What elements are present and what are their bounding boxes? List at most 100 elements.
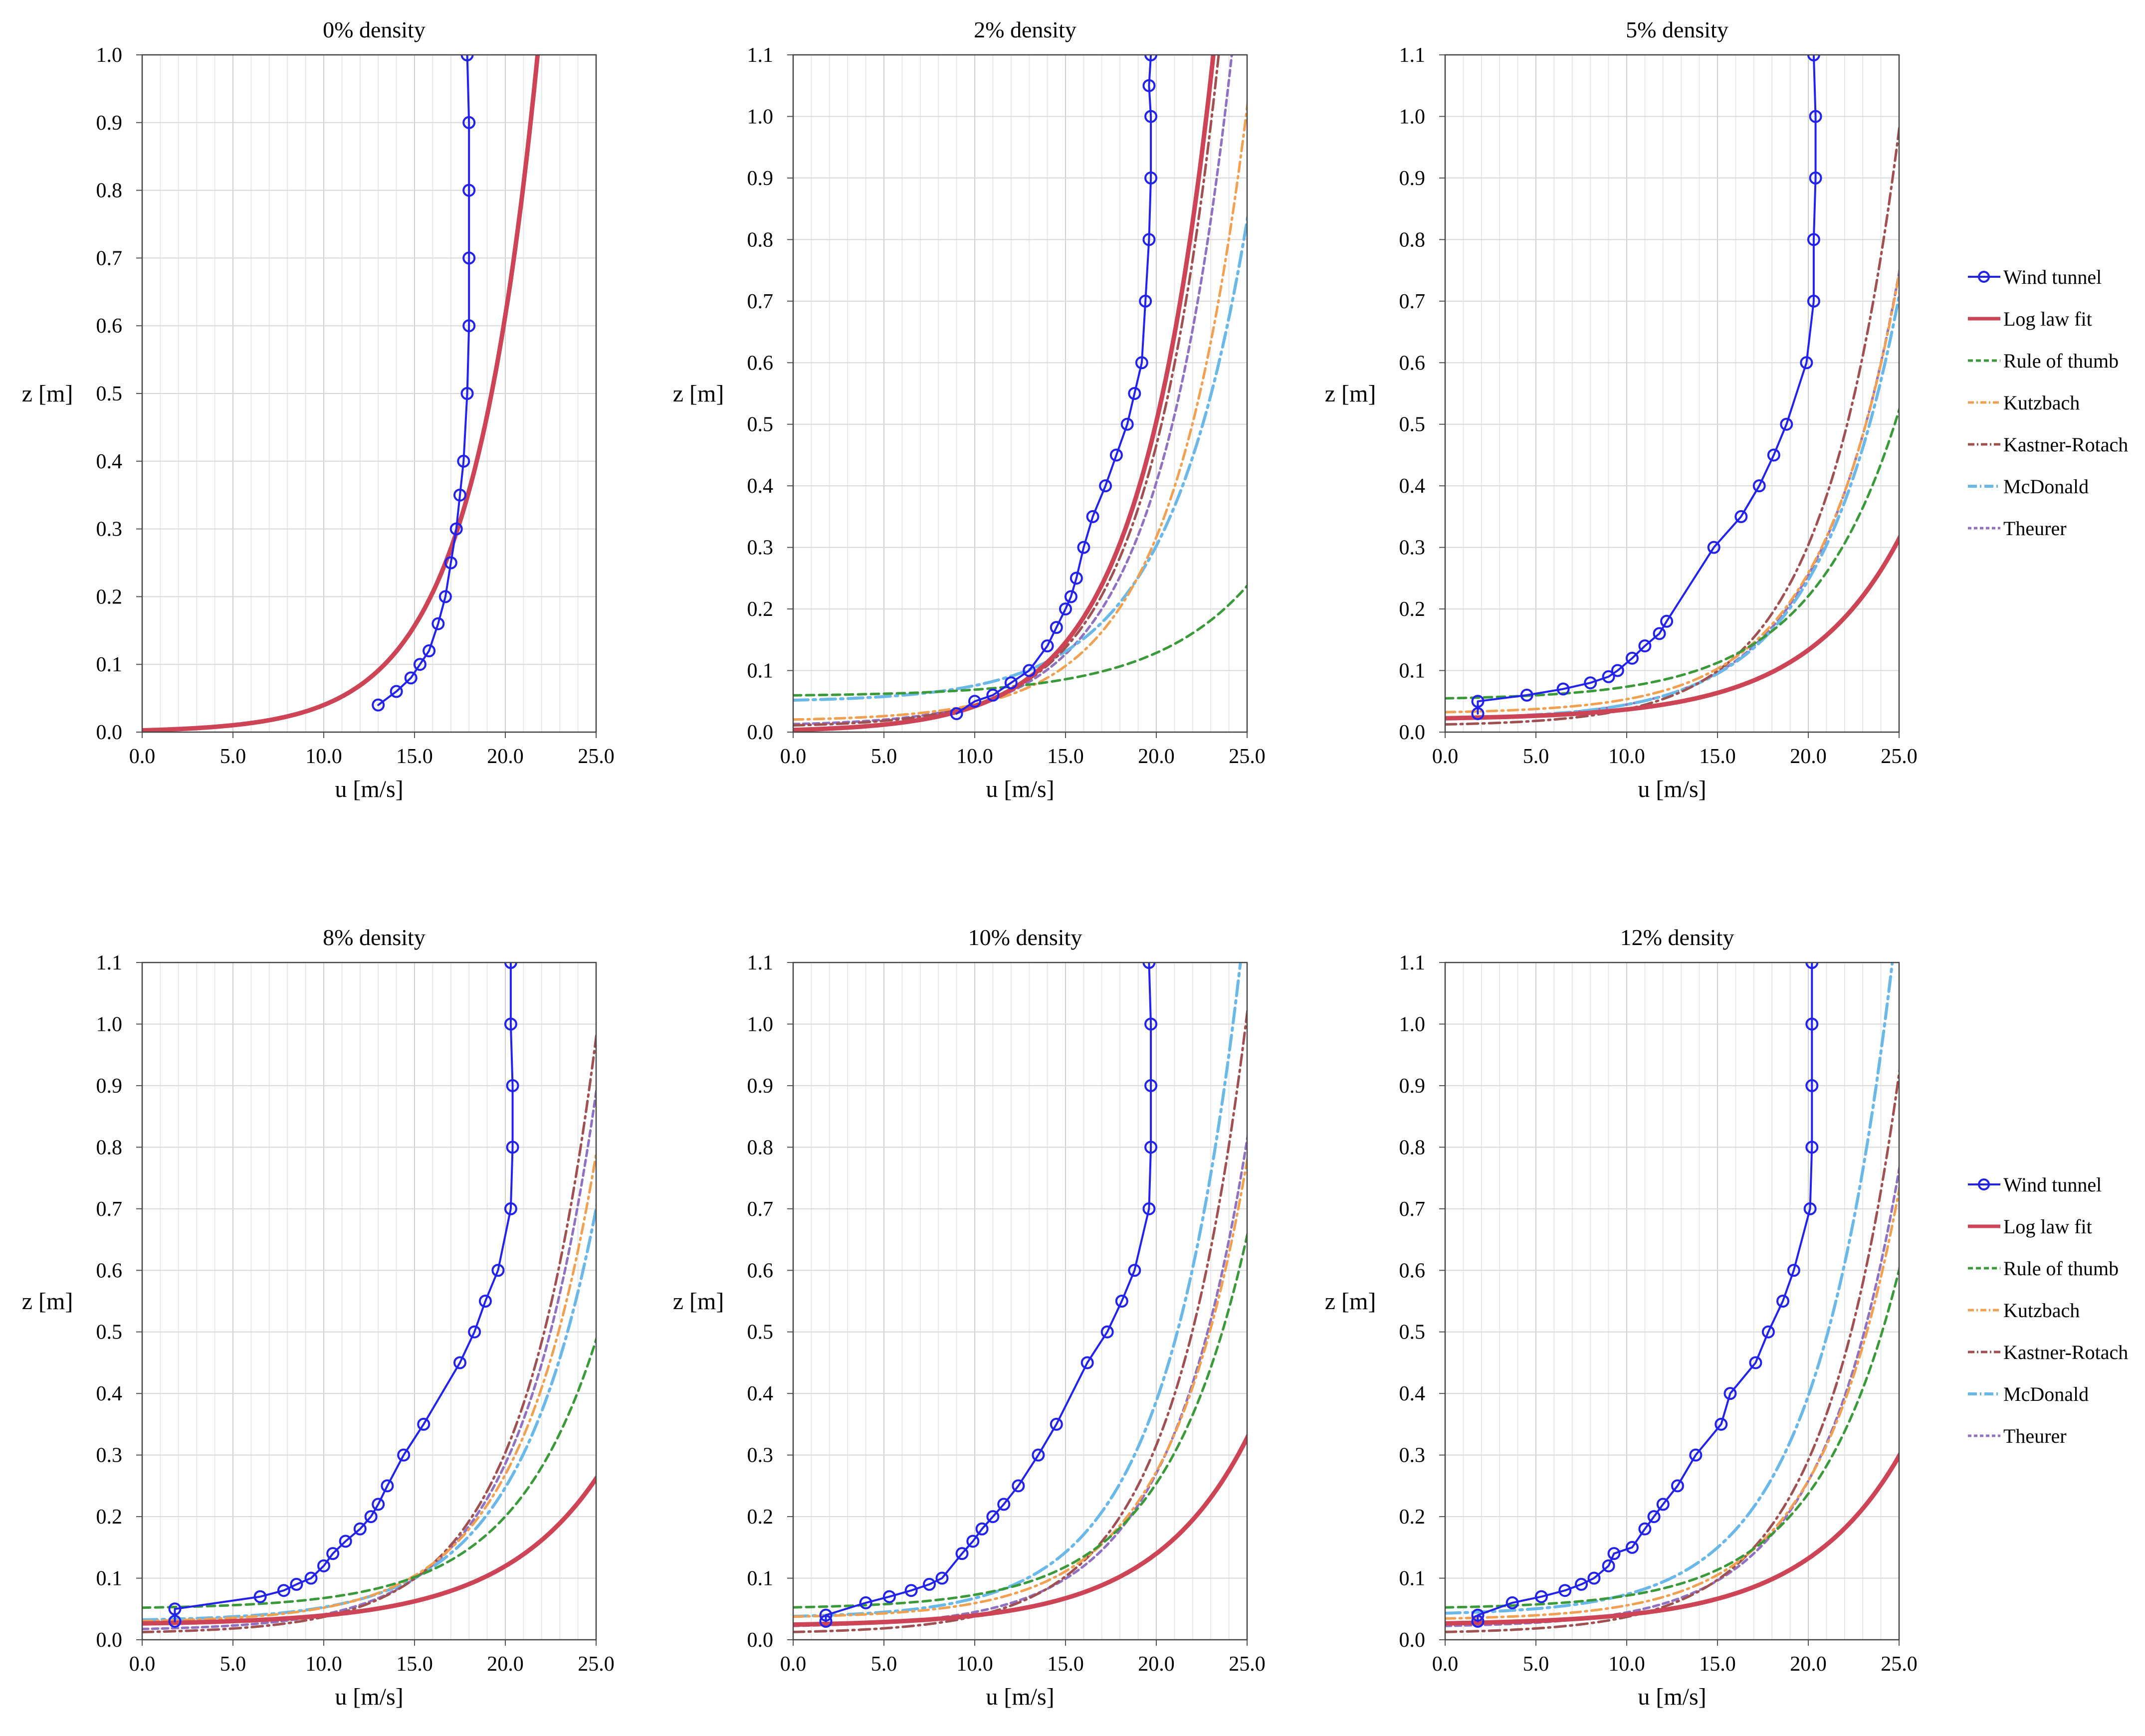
wind-tunnel-marker <box>1715 1417 1728 1431</box>
wind-tunnel-marker <box>1128 1264 1141 1277</box>
y-tick-label: 0.2 <box>1399 598 1426 621</box>
wind-tunnel-marker <box>277 1584 290 1597</box>
wind-tunnel-marker <box>1780 417 1793 431</box>
wind-tunnel-marker <box>1660 614 1674 628</box>
y-tick-label: 1.1 <box>1399 44 1426 67</box>
y-tick-label: 0.3 <box>1399 537 1426 560</box>
wind-tunnel-marker <box>1638 1522 1652 1536</box>
x-tick-label: 10.0 <box>1608 745 1645 768</box>
legend-item-mcd: McDonald <box>1968 1383 2089 1405</box>
wind-tunnel-marker <box>1656 1498 1670 1511</box>
wind-tunnel-marker <box>1120 417 1134 431</box>
panel-1: 0.0 5.0 10.0 15.0 20.0 25.0 0.0 0.1 0.2 0.3 0.4 0.5… <box>22 17 615 802</box>
series-line-kutzbach <box>1445 267 1899 714</box>
wind-tunnel-marker <box>1144 110 1158 123</box>
x-tick-label: 5.0 <box>220 1653 246 1676</box>
x-tick-label: 5.0 <box>871 745 897 768</box>
legend-item-log: Log law fit <box>1968 308 2092 330</box>
y-tick-label: 0.9 <box>96 112 123 135</box>
wind-tunnel-marker <box>1602 1559 1615 1572</box>
wind-tunnel-marker <box>1611 664 1624 677</box>
wind-tunnel-marker <box>1734 510 1748 523</box>
series-line-kastner-rotach <box>793 1003 1247 1633</box>
series-line-kutzbach <box>793 97 1247 721</box>
wind-tunnel-marker <box>986 688 1000 702</box>
series-line-rule-of-thumb <box>1445 405 1899 700</box>
wind-tunnel-marker <box>1807 55 1820 61</box>
y-tick-label: 1.1 <box>1399 952 1426 974</box>
wind-tunnel-marker <box>1100 1325 1114 1339</box>
wind-tunnel-marker <box>353 1522 367 1536</box>
wind-tunnel-marker <box>397 1448 411 1462</box>
series-line-kastner-rotach <box>793 55 1220 727</box>
legend-item-kast: Kastner-Rotach <box>1968 1341 2128 1363</box>
y-tick-label: 0.3 <box>96 518 123 541</box>
legend-label-rule: Rule of thumb <box>2003 1257 2119 1280</box>
wind-tunnel-marker <box>1558 1584 1572 1597</box>
series-line-wind-tunnel <box>825 963 1152 1622</box>
legend-item-log: Log law fit <box>1968 1215 2092 1238</box>
y-tick-label: 0.8 <box>96 180 123 202</box>
legend-marker-wind <box>1978 271 1990 283</box>
series-line-mcdonald <box>793 963 1242 1618</box>
wind-tunnel-marker <box>404 671 418 685</box>
wind-tunnel-marker <box>1023 664 1036 677</box>
y-tick-label: 0.3 <box>96 1444 123 1467</box>
wind-tunnel-marker <box>1625 651 1639 665</box>
series-group <box>1445 55 1899 726</box>
y-tick-label: 0.1 <box>1399 660 1426 683</box>
legend-item-kast: Kastner-Rotach <box>1968 433 2128 456</box>
wind-tunnel-marker <box>457 454 470 468</box>
wind-tunnel-marker <box>1086 510 1099 523</box>
legend-item-rule: Rule of thumb <box>1968 1257 2119 1280</box>
series-line-mcdonald <box>1445 288 1899 720</box>
series-line-wind-tunnel <box>1477 55 1817 715</box>
series-line-kutzbach <box>142 1147 596 1622</box>
wind-tunnel-marker <box>997 1498 1011 1511</box>
wind-tunnel-marker <box>168 1602 182 1616</box>
legend-label-theu: Theurer <box>2003 517 2067 540</box>
wind-tunnel-marker <box>1534 1590 1548 1603</box>
x-tick-label: 5.0 <box>220 745 246 768</box>
wind-tunnel-marker <box>1471 1608 1485 1622</box>
plot-frame <box>141 54 597 733</box>
wind-tunnel-marker <box>1638 639 1652 653</box>
x-tick-label: 25.0 <box>578 745 615 768</box>
x-tick-label: 0.0 <box>1432 745 1459 768</box>
wind-tunnel-marker <box>1144 1141 1158 1154</box>
y-tick-label: 0.7 <box>747 290 774 313</box>
wind-tunnel-marker <box>1142 233 1156 246</box>
wind-tunnel-marker <box>449 522 463 536</box>
wind-tunnel-marker <box>504 1202 517 1215</box>
legend-label-log: Log law fit <box>2003 308 2092 330</box>
wind-tunnel-marker <box>372 698 385 712</box>
y-tick-label: 0.9 <box>96 1075 123 1098</box>
x-tick-label: 15.0 <box>1699 745 1736 768</box>
panel-4: 0.0 5.0 10.0 15.0 20.0 25.0 0.0 0.1 0.2 0.3 0.4 0.5… <box>22 925 615 1710</box>
wind-tunnel-marker <box>1050 1417 1063 1431</box>
y-axis-label: z [m] <box>1325 381 1376 407</box>
series-line-kastner-rotach <box>1445 1064 1899 1633</box>
x-tick-label: 20.0 <box>487 1653 524 1676</box>
series-line-theurer <box>793 1132 1247 1627</box>
series-line-rule-of-thumb <box>142 1336 596 1609</box>
wind-tunnel-marker <box>364 1510 378 1524</box>
wind-tunnel-marker <box>1584 676 1597 690</box>
wind-tunnel-marker <box>955 1547 969 1560</box>
y-axis-label: z [m] <box>673 381 724 407</box>
wind-tunnel-marker <box>1787 1264 1800 1277</box>
x-tick-label: 10.0 <box>305 1653 342 1676</box>
x-tick-label: 5.0 <box>1523 1653 1549 1676</box>
y-tick-label: 0.2 <box>747 1506 774 1529</box>
x-axis-label: u [m/s] <box>335 1684 403 1710</box>
y-tick-label: 0.9 <box>747 1075 774 1098</box>
y-tick-label: 0.6 <box>96 1259 123 1282</box>
y-tick-label: 0.7 <box>747 1198 774 1221</box>
x-tick-label: 15.0 <box>396 1653 433 1676</box>
wind-tunnel-marker <box>1144 55 1158 61</box>
x-axis-label: u [m/s] <box>335 776 403 802</box>
wind-tunnel-marker <box>423 644 436 658</box>
wind-tunnel-marker <box>1099 479 1112 493</box>
y-tick-label: 0.8 <box>96 1136 123 1159</box>
legend-item-theu: Theurer <box>1968 517 2067 540</box>
